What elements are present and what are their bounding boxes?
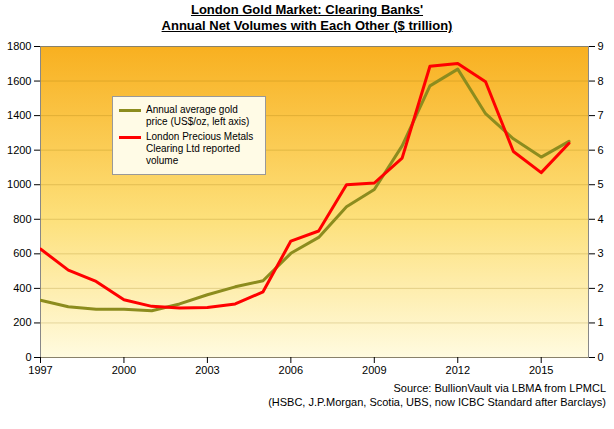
svg-text:200: 200 xyxy=(13,316,31,328)
svg-text:1997: 1997 xyxy=(28,364,52,376)
svg-text:1000: 1000 xyxy=(7,178,31,190)
html-text:Annual Net Volumes with Each O: Annual Net Volumes with Each Other ($ tr… xyxy=(161,18,453,33)
svg-text:5: 5 xyxy=(598,178,604,190)
svg-text:2: 2 xyxy=(598,282,604,294)
svg-text:8: 8 xyxy=(598,75,604,87)
svg-text:0: 0 xyxy=(598,351,604,363)
svg-text:2003: 2003 xyxy=(195,364,219,376)
svg-text:2006: 2006 xyxy=(279,364,303,376)
svg-text:6: 6 xyxy=(598,144,604,156)
html-text:London Gold Market: Clearing B: London Gold Market: Clearing Banks' xyxy=(191,2,423,17)
svg-text:1: 1 xyxy=(598,316,604,328)
svg-text:1800: 1800 xyxy=(7,40,31,52)
svg-text:0: 0 xyxy=(25,351,31,363)
svg-text:2012: 2012 xyxy=(446,364,470,376)
svg-text:800: 800 xyxy=(13,213,31,225)
html-text:London Precious Metals Clearin: London Precious Metals Clearing Ltd repo… xyxy=(146,131,254,166)
svg-text:2009: 2009 xyxy=(362,364,386,376)
svg-text:400: 400 xyxy=(13,282,31,294)
svg-text:7: 7 xyxy=(598,109,604,121)
svg-text:1600: 1600 xyxy=(7,75,31,87)
svg-text:1400: 1400 xyxy=(7,109,31,121)
svg-text:2015: 2015 xyxy=(529,364,553,376)
svg-text:3: 3 xyxy=(598,247,604,259)
svg-text:1200: 1200 xyxy=(7,144,31,156)
svg-text:9: 9 xyxy=(598,40,604,52)
svg-text:4: 4 xyxy=(598,213,604,225)
html-text:Source: BullionVault via LBMA: Source: BullionVault via LBMA from LPMCL xyxy=(393,382,606,394)
html-text:(HSBC, J.P.Morgan, Scotia, UBS: (HSBC, J.P.Morgan, Scotia, UBS, now ICBC… xyxy=(268,396,606,408)
svg-text:2000: 2000 xyxy=(112,364,136,376)
svg-text:600: 600 xyxy=(13,247,31,259)
html-text:Annual average gold price (US$: Annual average gold price (US$/oz, left … xyxy=(146,104,250,127)
